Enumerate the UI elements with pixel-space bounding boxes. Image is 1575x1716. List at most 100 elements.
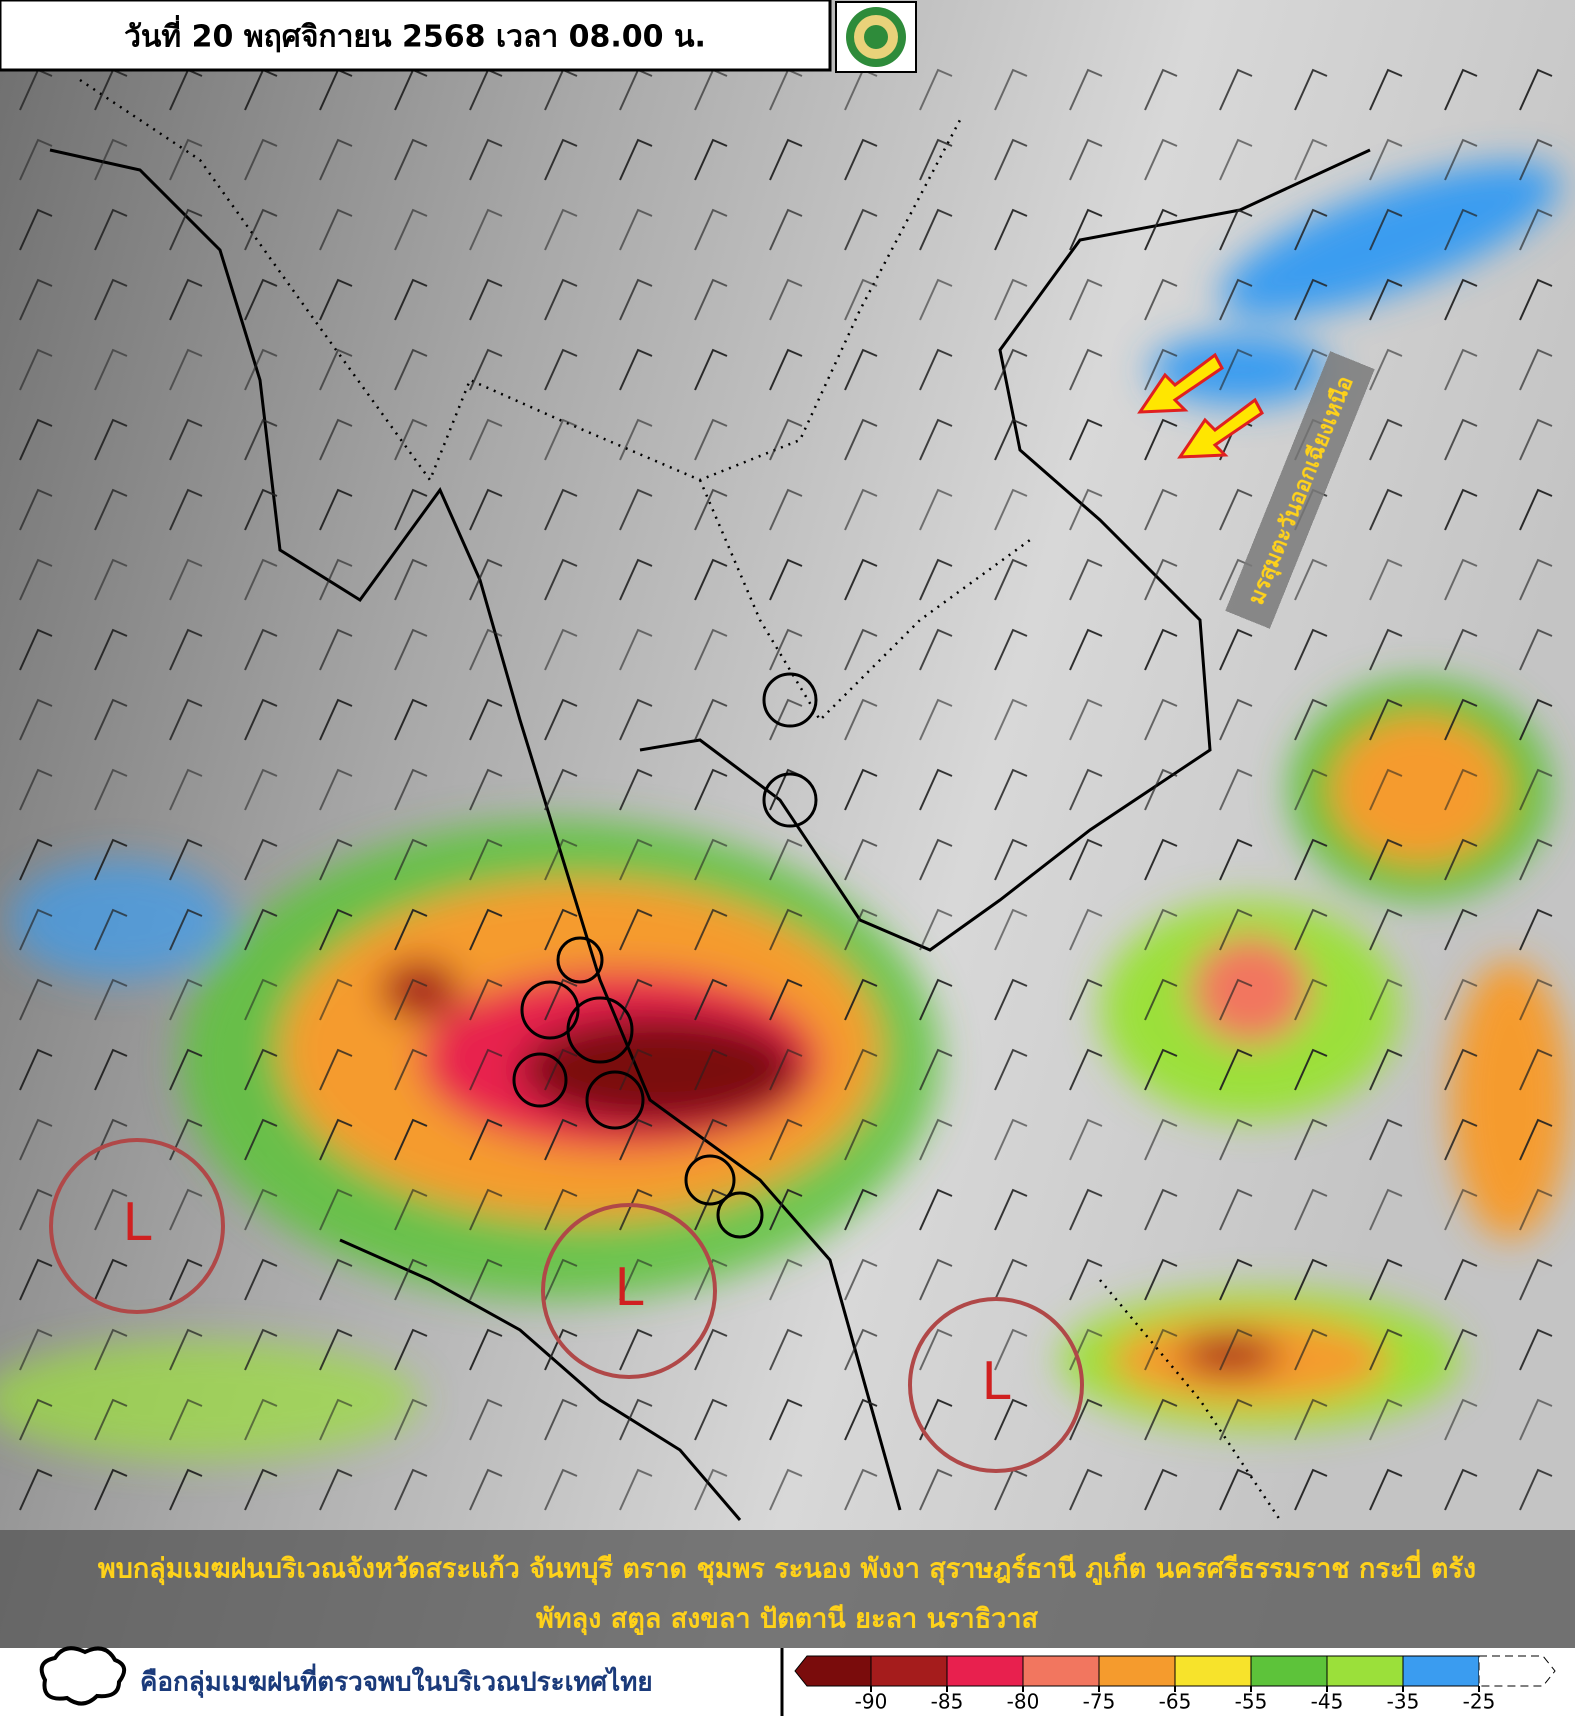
wind-barb: [1144, 68, 1178, 111]
wind-barb: [619, 908, 653, 951]
wind-barb: [244, 208, 278, 251]
wind-barb: [844, 838, 878, 881]
wind-barb: [1444, 838, 1478, 881]
wind-barb: [694, 908, 728, 951]
wind-barb: [1519, 1328, 1553, 1371]
wind-barb: [1144, 488, 1178, 531]
wind-barb: [1519, 978, 1553, 1021]
cloud-symbol: [39, 1646, 127, 1706]
wind-barb: [1069, 348, 1103, 391]
wind-barb: [544, 978, 578, 1021]
wind-barb: [544, 348, 578, 391]
wind-barb: [394, 838, 428, 881]
wind-barb: [94, 908, 128, 951]
wind-barb: [394, 138, 428, 181]
wind-barb: [1294, 68, 1328, 111]
wind-barb: [244, 1468, 278, 1511]
low-circle: [908, 1297, 1084, 1473]
wind-barb: [1069, 1468, 1103, 1511]
wind-barb: [244, 1398, 278, 1441]
wind-barb: [1069, 68, 1103, 111]
wind-barb: [394, 1328, 428, 1371]
wind-barb: [919, 488, 953, 531]
wind-barb: [469, 1258, 503, 1301]
wind-barb: [769, 208, 803, 251]
wind-barb: [769, 278, 803, 321]
wind-barb: [1069, 1048, 1103, 1091]
wind-barb: [19, 1258, 53, 1301]
wind-barb: [1219, 978, 1253, 1021]
wind-barb: [169, 348, 203, 391]
wind-barb: [544, 1118, 578, 1161]
wind-barb: [244, 558, 278, 601]
wind-barb: [1069, 278, 1103, 321]
wind-barb: [319, 628, 353, 671]
wind-barb: [169, 208, 203, 251]
wind-barb: [1219, 628, 1253, 671]
wind-barb: [1144, 1188, 1178, 1231]
wind-barb: [769, 1258, 803, 1301]
wind-barb: [1144, 1328, 1178, 1371]
wind-barb: [1369, 628, 1403, 671]
wind-barb: [244, 908, 278, 951]
wind-barb: [919, 1188, 953, 1231]
wind-barb: [169, 768, 203, 811]
wind-barb: [1069, 1398, 1103, 1441]
wind-barb: [1069, 418, 1103, 461]
wind-barb: [544, 138, 578, 181]
wind-barb: [994, 558, 1028, 601]
wind-barb: [619, 1468, 653, 1511]
wind-barb: [394, 558, 428, 601]
wind-barb: [94, 1398, 128, 1441]
wind-barb: [769, 908, 803, 951]
colorbar-tick-label: -25: [1463, 1690, 1496, 1714]
wind-barb: [619, 1118, 653, 1161]
wind-barb: [994, 698, 1028, 741]
wind-barb: [544, 208, 578, 251]
wind-barb: [1519, 138, 1553, 181]
wind-barb: [994, 1258, 1028, 1301]
wind-barb: [844, 138, 878, 181]
banner-line: พัทลุง สตูล สงขลา ปัตตานี ยะลา นราธิวาส: [536, 1604, 1038, 1636]
wind-barb: [469, 418, 503, 461]
wind-barb: [94, 838, 128, 881]
wind-barb: [319, 1048, 353, 1091]
wind-barb: [1069, 138, 1103, 181]
wind-barb: [544, 1258, 578, 1301]
wind-barb: [1144, 908, 1178, 951]
wind-barb: [394, 1398, 428, 1441]
wind-barb: [844, 278, 878, 321]
wind-barb: [994, 1118, 1028, 1161]
wind-barb: [1144, 278, 1178, 321]
wind-barb: [1519, 628, 1553, 671]
wind-barb: [1294, 348, 1328, 391]
wind-barb: [244, 418, 278, 461]
wind-barb: [694, 698, 728, 741]
wind-barb: [394, 978, 428, 1021]
wind-barb: [169, 1328, 203, 1371]
wind-barb: [619, 978, 653, 1021]
wind-barb: [1294, 1398, 1328, 1441]
wind-barb: [619, 1048, 653, 1091]
wind-barb: [469, 768, 503, 811]
wind-barb: [1144, 768, 1178, 811]
wind-barb: [469, 1468, 503, 1511]
wind-barb: [1444, 348, 1478, 391]
wind-barb: [1519, 1048, 1553, 1091]
wind-barb: [1219, 1398, 1253, 1441]
wind-barb: [694, 768, 728, 811]
wind-barb: [844, 488, 878, 531]
wind-barb: [319, 1258, 353, 1301]
wind-barb: [694, 1328, 728, 1371]
wind-barb: [769, 978, 803, 1021]
wind-barb: [1369, 698, 1403, 741]
wind-barb: [1219, 1118, 1253, 1161]
wind-barb: [544, 418, 578, 461]
wind-barb: [1069, 1188, 1103, 1231]
wind-barb: [1444, 1328, 1478, 1371]
header-title: วันที่ 20 พฤศจิกายน 2568 เวลา 08.00 น.: [124, 15, 706, 55]
wind-barb: [619, 278, 653, 321]
wind-barb: [694, 628, 728, 671]
wind-barb: [394, 768, 428, 811]
